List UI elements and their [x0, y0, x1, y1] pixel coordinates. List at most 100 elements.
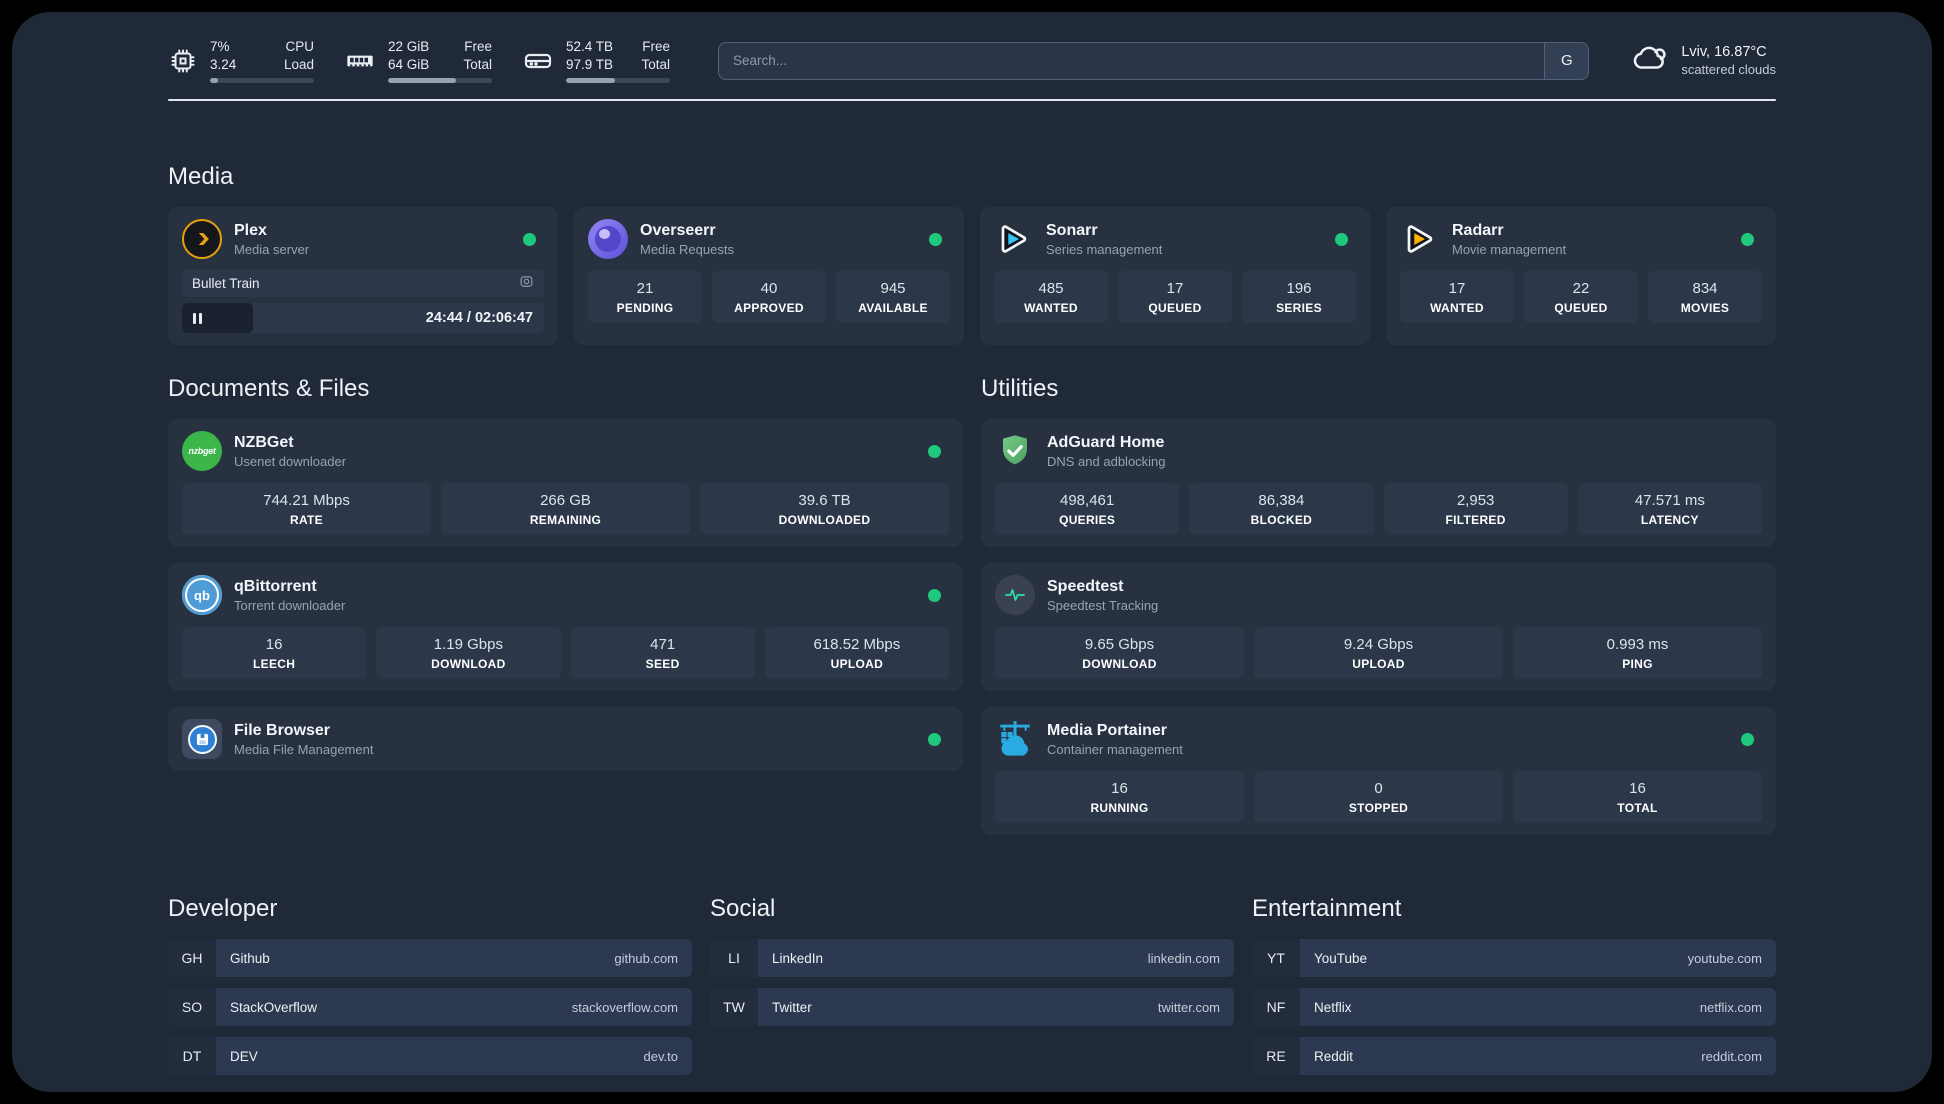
now-playing-title: Bullet Train	[192, 275, 260, 291]
link-abbr: DT	[168, 1037, 216, 1076]
link-name: DEV	[230, 1048, 258, 1064]
section-title-entertainment: Entertainment	[1252, 895, 1402, 923]
plex-now-playing: Bullet Train	[182, 269, 544, 298]
link-url: github.com	[614, 950, 678, 966]
link-linkedin[interactable]: LI LinkedIn linkedin.com	[710, 939, 1234, 978]
link-url: twitter.com	[1157, 999, 1220, 1015]
card-filebrowser[interactable]: File Browser Media File Management	[168, 707, 963, 772]
link-youtube[interactable]: YT YouTube youtube.com	[1252, 939, 1776, 978]
link-abbr: NF	[1252, 988, 1300, 1027]
filebrowser-logo-icon	[182, 719, 222, 760]
link-abbr: TW	[710, 988, 758, 1027]
portainer-title: Media Portainer	[1047, 721, 1168, 739]
speedtest-title: Speedtest	[1047, 577, 1124, 595]
stat-downloaded: 39.6 TB DOWNLOADED	[700, 483, 949, 536]
card-adguard[interactable]: AdGuard Home DNS and adblocking 498,461 …	[981, 419, 1776, 548]
disk-stat: 52.4 TB 97.9 TB Free Total	[522, 38, 670, 84]
adguard-title: AdGuard Home	[1047, 433, 1165, 451]
cloud-icon	[1631, 39, 1669, 82]
weather-condition: scattered clouds	[1681, 62, 1776, 78]
search-engine-button[interactable]: G	[1544, 42, 1589, 79]
link-abbr: GH	[168, 939, 216, 978]
sonarr-status-dot	[1335, 232, 1348, 246]
card-portainer[interactable]: Media Portainer Container management 16 …	[981, 707, 1776, 836]
link-abbr: RE	[1252, 1037, 1300, 1076]
plex-status-dot	[523, 232, 536, 246]
link-reddit[interactable]: RE Reddit reddit.com	[1252, 1037, 1776, 1076]
ram-free-value: 22 GiB	[388, 39, 430, 54]
stat-leech: 16 LEECH	[182, 627, 367, 680]
link-name: StackOverflow	[230, 999, 318, 1015]
stat-wanted: 485 WANTED	[994, 271, 1108, 324]
card-sonarr[interactable]: Sonarr Series management 485 WANTED 17 Q…	[980, 207, 1370, 346]
overseerr-subtitle: Media Requests	[640, 241, 734, 257]
filebrowser-status-dot	[928, 732, 941, 746]
disk-total-value: 97.9 TB	[566, 57, 614, 73]
radarr-title: Radarr	[1452, 221, 1504, 239]
disk-progress-bar	[566, 78, 670, 84]
stat-download: 9.65 Gbps DOWNLOAD	[995, 627, 1244, 680]
speedtest-logo-icon	[995, 575, 1035, 616]
portainer-status-dot	[1741, 732, 1754, 746]
dashboard-panel: 7% 3.24 CPU Load	[12, 12, 1932, 1092]
link-dev-to[interactable]: DT DEV dev.to	[168, 1037, 692, 1076]
section-title-utilities: Utilities	[981, 375, 1059, 403]
radarr-subtitle: Movie management	[1452, 241, 1567, 257]
ram-progress-bar	[388, 78, 492, 84]
stat-seed: 471 SEED	[570, 627, 755, 680]
card-radarr[interactable]: Radarr Movie management 17 WANTED 22 QUE…	[1386, 207, 1776, 346]
link-netflix[interactable]: NF Netflix netflix.com	[1252, 988, 1776, 1027]
card-speedtest[interactable]: Speedtest Speedtest Tracking 9.65 Gbps D…	[981, 563, 1776, 692]
stat-upload: 9.24 Gbps UPLOAD	[1254, 627, 1503, 680]
disk-free-value: 52.4 TB	[566, 39, 614, 54]
link-name: Twitter	[772, 999, 812, 1015]
link-abbr: YT	[1252, 939, 1300, 978]
stat-download: 1.19 Gbps DOWNLOAD	[376, 627, 561, 680]
stat-queries: 498,461 QUERIES	[995, 483, 1180, 536]
plex-subtitle: Media server	[234, 241, 310, 257]
playback-time: 24:44 / 02:06:47	[425, 310, 533, 327]
ram-stat: 22 GiB 64 GiB Free Total	[344, 38, 492, 84]
link-url: stackoverflow.com	[571, 999, 678, 1015]
link-twitter[interactable]: TW Twitter twitter.com	[710, 988, 1234, 1027]
adguard-logo-icon	[995, 431, 1035, 471]
ram-total-value: 64 GiB	[388, 57, 430, 73]
filebrowser-subtitle: Media File Management	[234, 741, 374, 757]
stat-approved: 40 APPROVED	[712, 271, 826, 324]
pause-icon	[193, 312, 196, 324]
weather-location: Lviv, 16.87°C	[1681, 44, 1767, 61]
link-github[interactable]: GH Github github.com	[168, 939, 692, 978]
stat-filtered: 2,953 FILTERED	[1383, 483, 1568, 536]
link-name: Netflix	[1314, 999, 1352, 1015]
stat-remaining: 266 GB REMAINING	[441, 483, 690, 536]
link-name: YouTube	[1314, 950, 1368, 966]
overseerr-logo-icon	[588, 219, 628, 260]
card-overseerr[interactable]: Overseerr Media Requests 21 PENDING 40 A…	[574, 207, 964, 346]
stat-running: 16 RUNNING	[995, 771, 1244, 824]
search-bar: G	[718, 41, 1590, 80]
cpu-usage-value: 7%	[210, 39, 230, 54]
speedtest-subtitle: Speedtest Tracking	[1047, 597, 1159, 613]
weather-widget: Lviv, 16.87°C scattered clouds	[1631, 39, 1776, 82]
nzbget-title: NZBGet	[234, 433, 294, 451]
link-name: Reddit	[1314, 1048, 1354, 1064]
link-name: Github	[230, 950, 270, 966]
cpu-load-value: 3.24	[210, 57, 237, 73]
overseerr-title: Overseerr	[640, 221, 716, 239]
portainer-subtitle: Container management	[1047, 741, 1183, 757]
stat-available: 945 AVAILABLE	[836, 271, 950, 324]
link-stackoverflow[interactable]: SO StackOverflow stackoverflow.com	[168, 988, 692, 1027]
card-plex[interactable]: Plex Media server Bullet Train	[168, 207, 558, 346]
radarr-logo-icon	[1400, 219, 1440, 259]
ram-total-label: Total	[463, 57, 492, 73]
link-abbr: SO	[168, 988, 216, 1027]
search-input[interactable]	[719, 42, 1545, 79]
plex-logo-icon	[182, 219, 222, 260]
card-qbittorrent[interactable]: qb qBittorrent Torrent downloader 16 LEE…	[168, 563, 963, 692]
section-title-media: Media	[168, 163, 234, 191]
qbittorrent-subtitle: Torrent downloader	[234, 597, 346, 613]
card-nzbget[interactable]: nzbget NZBGet Usenet downloader 744.21 M…	[168, 419, 963, 548]
stat-rate: 744.21 Mbps RATE	[182, 483, 431, 536]
radarr-status-dot	[1741, 232, 1754, 246]
link-url: youtube.com	[1687, 950, 1762, 966]
